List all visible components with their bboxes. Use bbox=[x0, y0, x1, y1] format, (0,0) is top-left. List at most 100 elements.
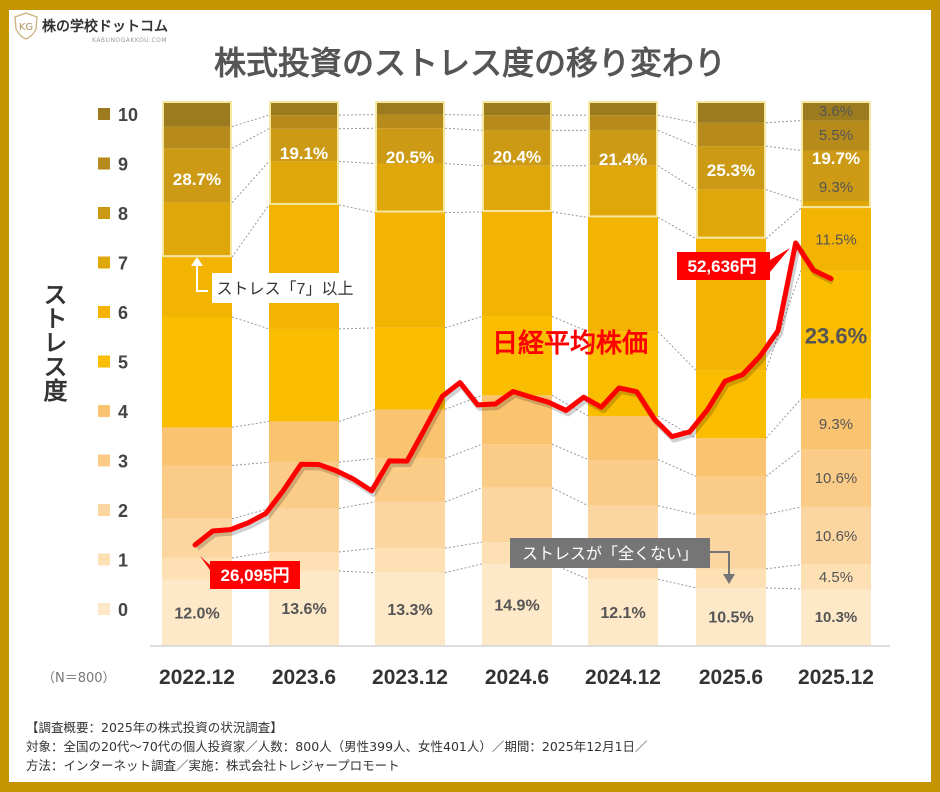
bar-segment bbox=[696, 476, 766, 515]
bar-segment bbox=[482, 563, 552, 645]
bar-segment bbox=[588, 130, 658, 166]
bar-segment bbox=[588, 217, 658, 332]
shield-logo-icon: KG bbox=[14, 12, 38, 40]
bar-segment bbox=[162, 579, 232, 645]
connector-line bbox=[551, 487, 589, 507]
legend-label: 5 bbox=[118, 353, 128, 373]
connector-line bbox=[657, 459, 697, 477]
peak-callout-bubble bbox=[677, 248, 790, 280]
bar-segment bbox=[375, 163, 445, 213]
x-tick-label: 2024.6 bbox=[485, 666, 549, 689]
legend-swatch bbox=[98, 454, 110, 467]
connector-line bbox=[444, 315, 483, 329]
seven-plus-box bbox=[269, 101, 339, 205]
bar-segment bbox=[588, 115, 658, 131]
start-callout-label: 26,095円 bbox=[221, 566, 290, 585]
brand-logo: KG 株の学校ドットコム bbox=[14, 12, 168, 40]
connector-line bbox=[657, 114, 697, 124]
bar-segment bbox=[375, 101, 445, 115]
bar-segment bbox=[801, 449, 871, 507]
zero-note-box bbox=[510, 538, 710, 568]
bar-segment bbox=[696, 189, 766, 239]
bar-segment bbox=[269, 115, 339, 129]
connector-line bbox=[765, 587, 802, 590]
legend-label: 10 bbox=[118, 105, 138, 125]
bar-segment bbox=[375, 212, 445, 328]
down-arrow-icon bbox=[723, 574, 735, 584]
level0-label: 12.1% bbox=[600, 605, 645, 622]
connector-line bbox=[338, 127, 376, 130]
legend-label: 6 bbox=[118, 303, 128, 323]
seven-plus-box bbox=[588, 101, 658, 218]
legend-swatch bbox=[98, 355, 110, 368]
bar-segment bbox=[269, 128, 339, 162]
connector-line bbox=[765, 145, 802, 151]
level0-label: 13.3% bbox=[387, 602, 432, 619]
bar-segment bbox=[801, 506, 871, 565]
x-tick-label: 2024.12 bbox=[585, 666, 661, 689]
bar-segment bbox=[269, 204, 339, 329]
seven-plus-label: 20.4% bbox=[493, 147, 541, 166]
connector-line bbox=[551, 315, 589, 333]
bar-segment bbox=[162, 101, 232, 127]
connector-line bbox=[338, 327, 376, 330]
footer-line: 対象：全国の20代～70代の個人投資家／人数：800人（男性399人、女性401… bbox=[26, 739, 648, 754]
seven-plus-box bbox=[162, 101, 232, 258]
connector-line bbox=[231, 128, 270, 149]
legend-label: 4 bbox=[118, 402, 128, 422]
connector-line bbox=[765, 207, 802, 240]
connector-line bbox=[338, 160, 376, 165]
segment-label: 5.5% bbox=[819, 127, 853, 144]
connector-line bbox=[231, 114, 270, 128]
bar-segment bbox=[482, 211, 552, 317]
y-axis-label: ストレス度 bbox=[39, 282, 67, 402]
segment-label: 23.6% bbox=[805, 324, 867, 349]
bar-segment bbox=[801, 120, 871, 151]
bar-segment bbox=[375, 327, 445, 410]
connector-line bbox=[657, 505, 697, 515]
legend-label: 8 bbox=[118, 204, 128, 224]
seven-plus-box bbox=[375, 101, 445, 213]
up-arrow-icon bbox=[191, 257, 203, 266]
bar-segment bbox=[482, 130, 552, 166]
bar-segment bbox=[588, 331, 658, 416]
connector-line bbox=[231, 161, 270, 204]
legend-swatch bbox=[98, 553, 110, 566]
bar-segment bbox=[162, 427, 232, 466]
chart-title: 株式投資のストレス度の移り変わり bbox=[213, 44, 726, 82]
bar-segment bbox=[269, 101, 339, 116]
seven-plus-box bbox=[482, 101, 552, 212]
connector-line bbox=[338, 408, 376, 422]
up-arrow-line bbox=[196, 262, 208, 292]
connector-line bbox=[444, 114, 483, 116]
seven-plus-label: 28.7% bbox=[173, 170, 221, 189]
legend-swatch bbox=[98, 405, 110, 417]
bar-segment bbox=[801, 398, 871, 450]
bar-segment bbox=[801, 564, 871, 590]
legend-swatch bbox=[98, 504, 110, 516]
logo-mark: KG bbox=[19, 22, 33, 33]
segment-label: 9.3% bbox=[819, 416, 853, 433]
bar-segment bbox=[375, 572, 445, 645]
connector-line bbox=[657, 129, 697, 147]
level0-label: 13.6% bbox=[281, 601, 326, 618]
connector-line bbox=[551, 443, 589, 460]
connector-line bbox=[551, 563, 589, 580]
start-callout-bubble bbox=[200, 556, 300, 589]
seven-plus-box bbox=[801, 101, 871, 209]
bar-segment bbox=[482, 444, 552, 488]
seven-plus-label: 25.3% bbox=[707, 161, 755, 180]
connector-line bbox=[657, 331, 697, 371]
connector-line bbox=[765, 189, 802, 202]
legend-label: 9 bbox=[118, 155, 128, 175]
connector-line bbox=[231, 551, 270, 559]
connector-line bbox=[444, 163, 483, 167]
survey-footer: 【調査概要：2025年の株式投資の状況調査】 対象：全国の20代～70代の個人投… bbox=[26, 718, 648, 775]
seven-plus-label: 19.7% bbox=[812, 149, 860, 168]
connector-line bbox=[338, 457, 376, 463]
connector-line bbox=[231, 316, 270, 330]
bar-segment bbox=[801, 208, 871, 271]
connector-line bbox=[765, 398, 802, 439]
connector-line bbox=[551, 211, 589, 218]
bar-segment bbox=[482, 115, 552, 131]
